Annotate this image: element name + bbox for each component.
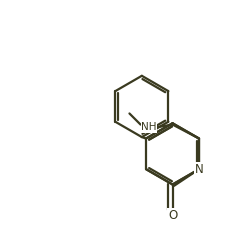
Text: NH: NH	[141, 122, 157, 132]
Text: O: O	[168, 209, 177, 222]
Text: N: N	[195, 163, 203, 176]
